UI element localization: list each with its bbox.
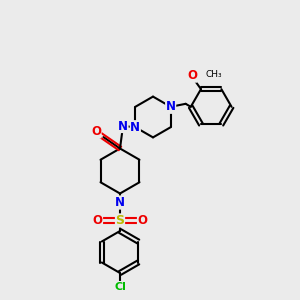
- Text: N: N: [130, 121, 140, 134]
- Text: O: O: [92, 214, 103, 227]
- Text: S: S: [116, 214, 124, 227]
- Text: O: O: [91, 125, 101, 138]
- Text: CH₃: CH₃: [206, 70, 222, 79]
- Text: N: N: [115, 196, 125, 209]
- Text: Cl: Cl: [114, 281, 126, 292]
- Text: N: N: [118, 119, 128, 133]
- Text: O: O: [187, 69, 197, 82]
- Text: N: N: [166, 100, 176, 113]
- Text: O: O: [137, 214, 148, 227]
